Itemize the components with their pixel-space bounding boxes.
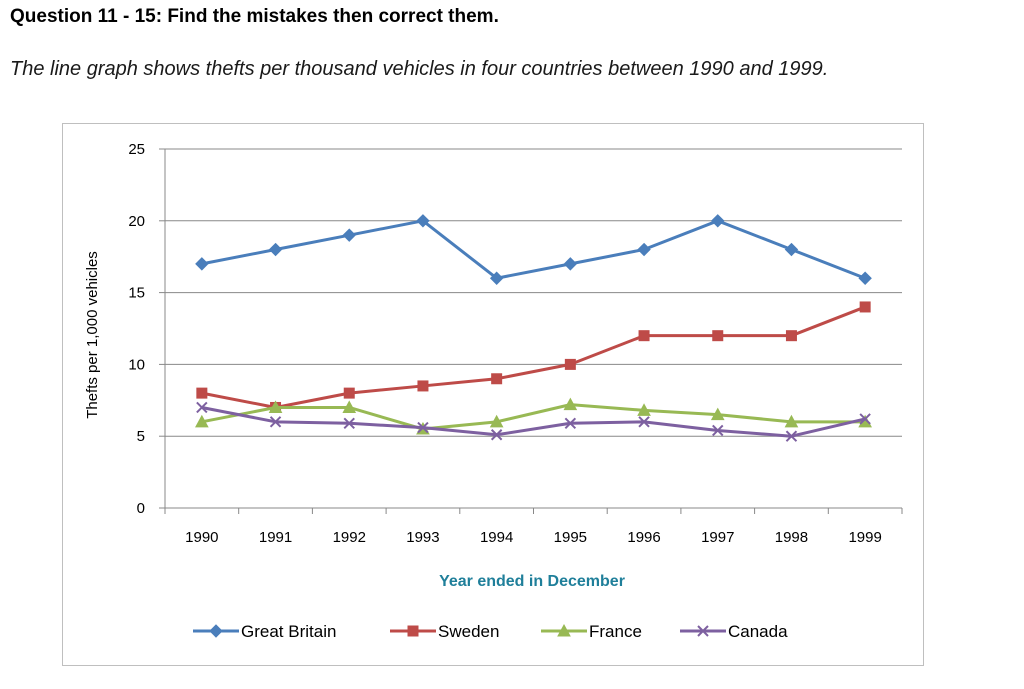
legend-label: Great Britain — [241, 622, 336, 641]
data-point-great-britain — [416, 214, 430, 228]
data-point-sweden — [343, 387, 355, 399]
data-point-sweden — [417, 380, 429, 392]
data-point-great-britain — [342, 228, 356, 242]
legend-item-great-britain: Great Britain — [193, 622, 336, 641]
data-point-great-britain — [195, 257, 209, 271]
legend-item-canada: Canada — [680, 622, 788, 641]
x-tick-label: 1992 — [333, 529, 366, 546]
legend-label: France — [589, 622, 642, 641]
data-point-great-britain — [711, 214, 725, 228]
data-point-great-britain — [268, 242, 283, 257]
x-tick-label: 1990 — [185, 529, 218, 546]
legend-swatch-marker — [697, 625, 709, 637]
data-point-france — [268, 400, 283, 413]
grid-layer — [165, 148, 902, 437]
y-tick-label: 25 — [128, 141, 145, 158]
x-axis-title: Year ended in December — [439, 573, 625, 590]
data-point-france — [784, 414, 799, 428]
data-point-canada — [785, 430, 798, 442]
data-point-great-britain — [784, 242, 799, 257]
data-point-france — [710, 407, 725, 421]
legend-swatch-marker — [209, 624, 223, 638]
data-point-france — [195, 414, 209, 428]
data-point-great-britain — [489, 271, 504, 285]
data-point-sweden — [491, 373, 503, 385]
data-point-france — [342, 400, 357, 413]
y-tick-label: 0 — [137, 500, 145, 517]
legend-swatch-marker — [407, 625, 419, 637]
data-point-canada — [196, 401, 208, 414]
series-line-france — [201, 403, 866, 431]
series-great-britain — [195, 214, 872, 285]
axis-layer — [159, 148, 903, 514]
data-point-great-britain — [858, 271, 872, 285]
data-point-france — [489, 414, 504, 428]
legend-label: Sweden — [438, 622, 499, 641]
series-line-canada — [201, 406, 866, 438]
question-subheading: The line graph shows thefts per thousand… — [10, 58, 829, 80]
data-point-sweden — [196, 387, 208, 399]
data-point-sweden — [785, 330, 797, 342]
data-point-great-britain — [563, 257, 578, 271]
legend-swatch-marker — [557, 623, 571, 637]
data-point-sweden — [564, 358, 576, 370]
y-tick-label: 20 — [128, 213, 145, 230]
data-point-canada — [343, 417, 355, 429]
series-line-great-britain — [201, 219, 866, 280]
series-sweden — [196, 301, 871, 413]
data-point-great-britain — [637, 242, 651, 257]
data-point-canada — [638, 416, 650, 428]
legend: Great Britain Sweden France Canada — [193, 622, 788, 641]
legend-item-sweden: Sweden — [390, 622, 499, 641]
series-layer — [195, 214, 872, 442]
label-layer: 0 5 10 15 20 25 1990 1991 1992 1993 1994 1995 1996 19… — [128, 141, 882, 546]
data-point-canada — [269, 416, 282, 428]
data-point-france — [563, 397, 578, 411]
data-point-sweden — [638, 330, 650, 342]
x-tick-label: 1994 — [480, 529, 513, 546]
data-point-canada — [490, 429, 503, 441]
x-tick-label: 1995 — [554, 529, 587, 546]
x-tick-label: 1997 — [701, 529, 734, 546]
y-tick-label: 15 — [128, 285, 145, 302]
legend-label: Canada — [728, 622, 788, 641]
series-canada — [196, 401, 871, 442]
y-tick-label: 5 — [137, 428, 145, 445]
data-point-canada — [417, 421, 429, 434]
x-tick-label: 1996 — [627, 529, 660, 546]
data-point-sweden — [712, 330, 724, 342]
x-tick-label: 1991 — [259, 529, 292, 546]
x-tick-label: 1998 — [775, 529, 808, 546]
question-heading: Question 11 - 15: Find the mistakes then… — [10, 6, 499, 27]
data-point-canada — [859, 413, 871, 425]
legend-item-france: France — [541, 622, 642, 641]
x-tick-label: 1999 — [848, 529, 881, 546]
y-tick-label: 10 — [128, 356, 145, 373]
data-point-sweden — [859, 301, 871, 313]
y-axis-title: Thefts per 1,000 vehicles — [84, 251, 101, 419]
data-point-france — [637, 403, 651, 416]
data-point-canada — [712, 424, 724, 437]
series-line-sweden — [201, 305, 866, 409]
data-point-canada — [564, 417, 577, 429]
x-tick-label: 1993 — [406, 529, 439, 546]
